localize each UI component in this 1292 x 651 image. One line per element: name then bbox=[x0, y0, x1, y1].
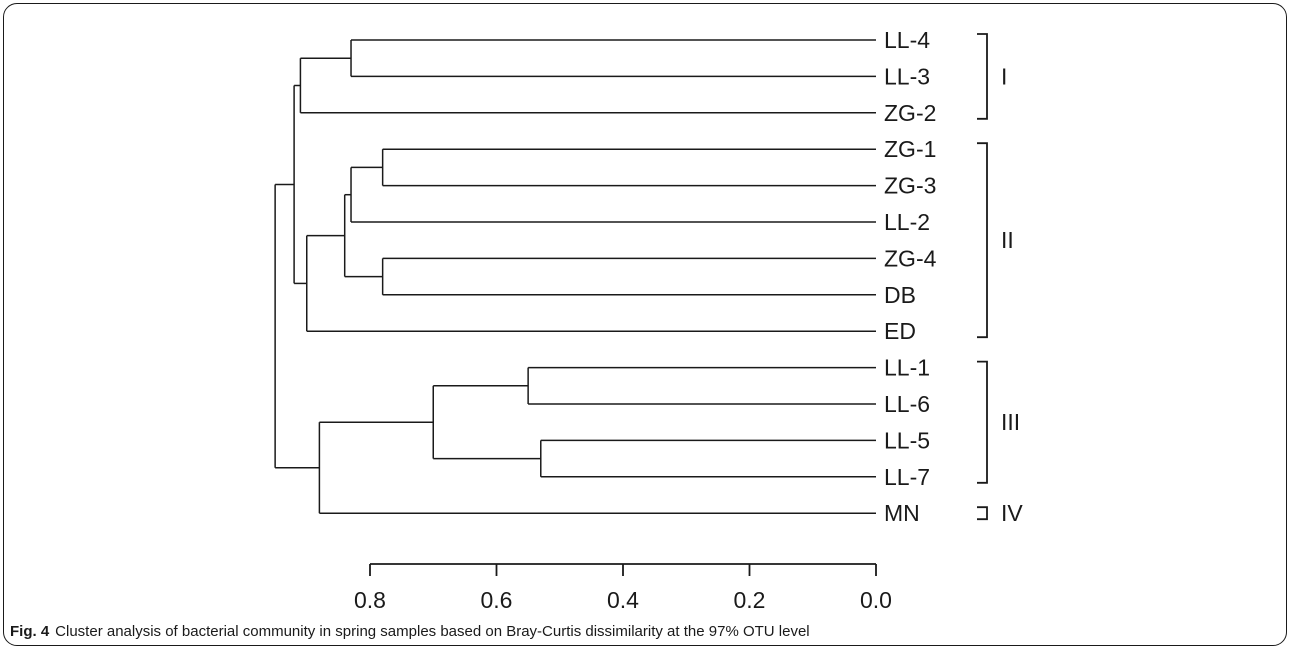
group-label-ii: II bbox=[1001, 227, 1014, 253]
figure-frame bbox=[3, 3, 1287, 646]
group-bracket-ii bbox=[977, 142, 988, 339]
leaf-label-db: DB bbox=[884, 282, 916, 308]
leaf-label-ll-4: LL-4 bbox=[884, 27, 930, 53]
leaf-label-ed: ED bbox=[884, 318, 916, 344]
leaf-label-ll-6: LL-6 bbox=[884, 391, 930, 417]
leaf-label-ll-2: LL-2 bbox=[884, 209, 930, 235]
leaf-label-ll-3: LL-3 bbox=[884, 63, 930, 89]
x-tick-label-0.0: 0.0 bbox=[860, 587, 892, 613]
leaf-label-zg-4: ZG-4 bbox=[884, 245, 937, 271]
leaf-label-ll-1: LL-1 bbox=[884, 355, 930, 381]
caption-text: Cluster analysis of bacterial community … bbox=[55, 623, 810, 640]
x-tick-label-0.8: 0.8 bbox=[354, 587, 386, 613]
group-label-iii: III bbox=[1001, 409, 1020, 435]
group-label-iv: IV bbox=[1001, 500, 1023, 526]
leaf-label-ll-7: LL-7 bbox=[884, 464, 930, 490]
x-tick-label-0.4: 0.4 bbox=[607, 587, 639, 613]
figure-caption: Fig. 4 Cluster analysis of bacterial comm… bbox=[10, 623, 1280, 640]
caption-label: Fig. 4 bbox=[10, 623, 50, 640]
group-bracket-iv bbox=[977, 506, 988, 521]
leaf-label-zg-1: ZG-1 bbox=[884, 136, 936, 162]
leaf-label-ll-5: LL-5 bbox=[884, 427, 930, 453]
group-bracket-i bbox=[977, 33, 988, 120]
leaf-label-zg-2: ZG-2 bbox=[884, 100, 936, 126]
x-tick-label-0.6: 0.6 bbox=[481, 587, 513, 613]
leaf-label-zg-3: ZG-3 bbox=[884, 173, 936, 199]
group-label-i: I bbox=[1001, 63, 1007, 89]
dendrogram-chart: LL-4 LL-3 ZG-2 ZG-1 ZG-3 LL-2 ZG-4 DB ED LL-1 LL-6… bbox=[274, 27, 1023, 613]
group-bracket-iii bbox=[977, 360, 988, 484]
x-tick-label-0.2: 0.2 bbox=[734, 587, 766, 613]
leaf-label-mn: MN bbox=[884, 500, 920, 526]
